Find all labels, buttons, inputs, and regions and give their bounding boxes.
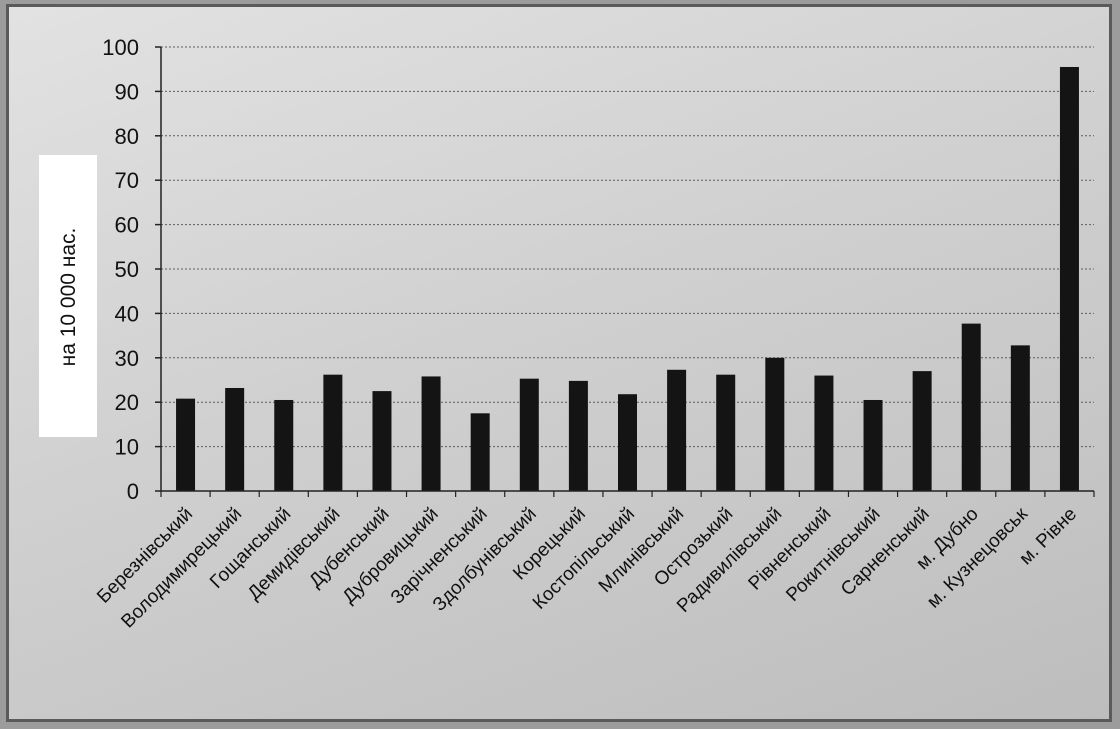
bar xyxy=(568,380,588,491)
y-tick-label: 40 xyxy=(115,301,139,326)
y-tick-label: 70 xyxy=(115,168,139,193)
y-axis-title-box xyxy=(39,155,97,437)
bars xyxy=(176,66,1079,492)
y-tick-label: 90 xyxy=(115,79,139,104)
y-tick-label: 10 xyxy=(115,435,139,460)
bar xyxy=(225,387,245,491)
bar xyxy=(912,371,932,491)
bar xyxy=(176,398,196,491)
gridlines xyxy=(161,46,1094,448)
y-tick-label: 20 xyxy=(115,390,139,415)
y-axis-title-text: на 10 000 нас. xyxy=(57,228,80,367)
bar xyxy=(765,357,785,491)
bar-chart: 0 10 20 30 40 50 60 70 80 90 100 БерезнівськийВоло… xyxy=(39,35,1095,632)
axes xyxy=(160,47,1095,497)
bar xyxy=(814,375,834,491)
bar xyxy=(470,413,490,491)
y-tick-label: 60 xyxy=(115,213,139,238)
bar xyxy=(519,378,539,491)
y-tick-label: 0 xyxy=(127,479,139,504)
y-tick-label: 100 xyxy=(102,35,139,60)
x-axis-category-labels: БерезнівськийВолодимирецькийГощанськийДе… xyxy=(93,503,1081,632)
bar xyxy=(618,394,637,491)
bar xyxy=(716,374,736,491)
bar xyxy=(274,399,294,491)
bar xyxy=(1010,345,1030,491)
bar xyxy=(863,399,883,491)
y-axis-ticks: 0 10 20 30 40 50 60 70 80 90 100 xyxy=(102,35,161,504)
y-tick-label: 80 xyxy=(115,124,139,149)
bar xyxy=(961,323,981,491)
y-tick-label: 30 xyxy=(115,346,139,371)
bar xyxy=(667,369,687,491)
x-category-label: Млинівський xyxy=(595,504,688,597)
bar xyxy=(421,376,441,491)
bar xyxy=(372,391,392,491)
bar xyxy=(323,374,343,491)
chart-frame: 0 10 20 30 40 50 60 70 80 90 100 Березнівський Воло… xyxy=(6,4,1112,722)
bar xyxy=(1059,66,1079,492)
y-axis-title: на 10 000 нас. xyxy=(39,155,97,437)
y-tick-label: 50 xyxy=(115,257,139,282)
